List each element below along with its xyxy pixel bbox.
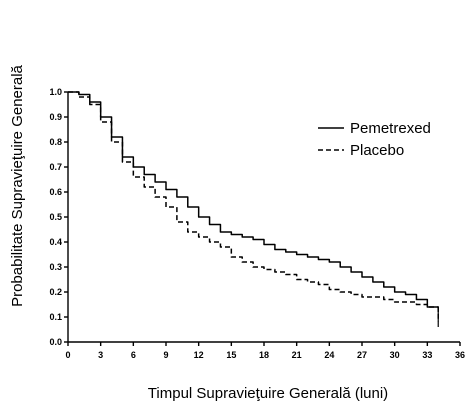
x-tick-label: 3 (98, 350, 103, 360)
x-tick-label: 12 (194, 350, 204, 360)
y-tick-label: 0.7 (49, 162, 62, 172)
axes: 0.00.10.20.30.40.50.60.70.80.91.00 3 6 9 12 1… (49, 87, 465, 360)
y-tick-label: 0.0 (49, 337, 62, 347)
x-tick-label: 33 (422, 350, 432, 360)
x-tick-label: 21 (292, 350, 302, 360)
y-tick-label: 0.4 (49, 237, 62, 247)
x-tick-label: 24 (324, 350, 334, 360)
x-tick-label: 30 (390, 350, 400, 360)
series-line-pemetrexed (68, 91, 439, 312)
legend-label-pemetrexed: Pemetrexed (350, 120, 431, 137)
x-tick-label: 15 (226, 350, 236, 360)
y-axis-title: Probabilitate Supravieţuire Generală (9, 64, 26, 306)
x-tick-label: 18 (259, 350, 269, 360)
y-tick-label: 0.9 (49, 112, 62, 122)
x-tick-label: 0 (65, 350, 70, 360)
x-tick-label: 27 (357, 350, 367, 360)
x-tick-label: 36 (455, 350, 465, 360)
y-tick-label: 0.8 (49, 137, 62, 147)
x-axis-title: Timpul Supravieţuire Generală (luni) (148, 385, 388, 402)
y-tick-label: 0.6 (49, 187, 62, 197)
series-layer (68, 91, 439, 327)
y-tick-label: 1.0 (49, 87, 62, 97)
series-line-placebo (68, 91, 439, 322)
legend-label-placebo: Placebo (350, 142, 404, 159)
y-tick-label: 0.5 (49, 212, 62, 222)
x-tick-label: 9 (163, 350, 168, 360)
y-tick-label: 0.2 (49, 287, 62, 297)
y-tick-label: 0.1 (49, 312, 62, 322)
x-tick-label: 6 (131, 350, 136, 360)
legend: Pemetrexed Placebo (318, 120, 431, 159)
y-tick-label: 0.3 (49, 262, 62, 272)
